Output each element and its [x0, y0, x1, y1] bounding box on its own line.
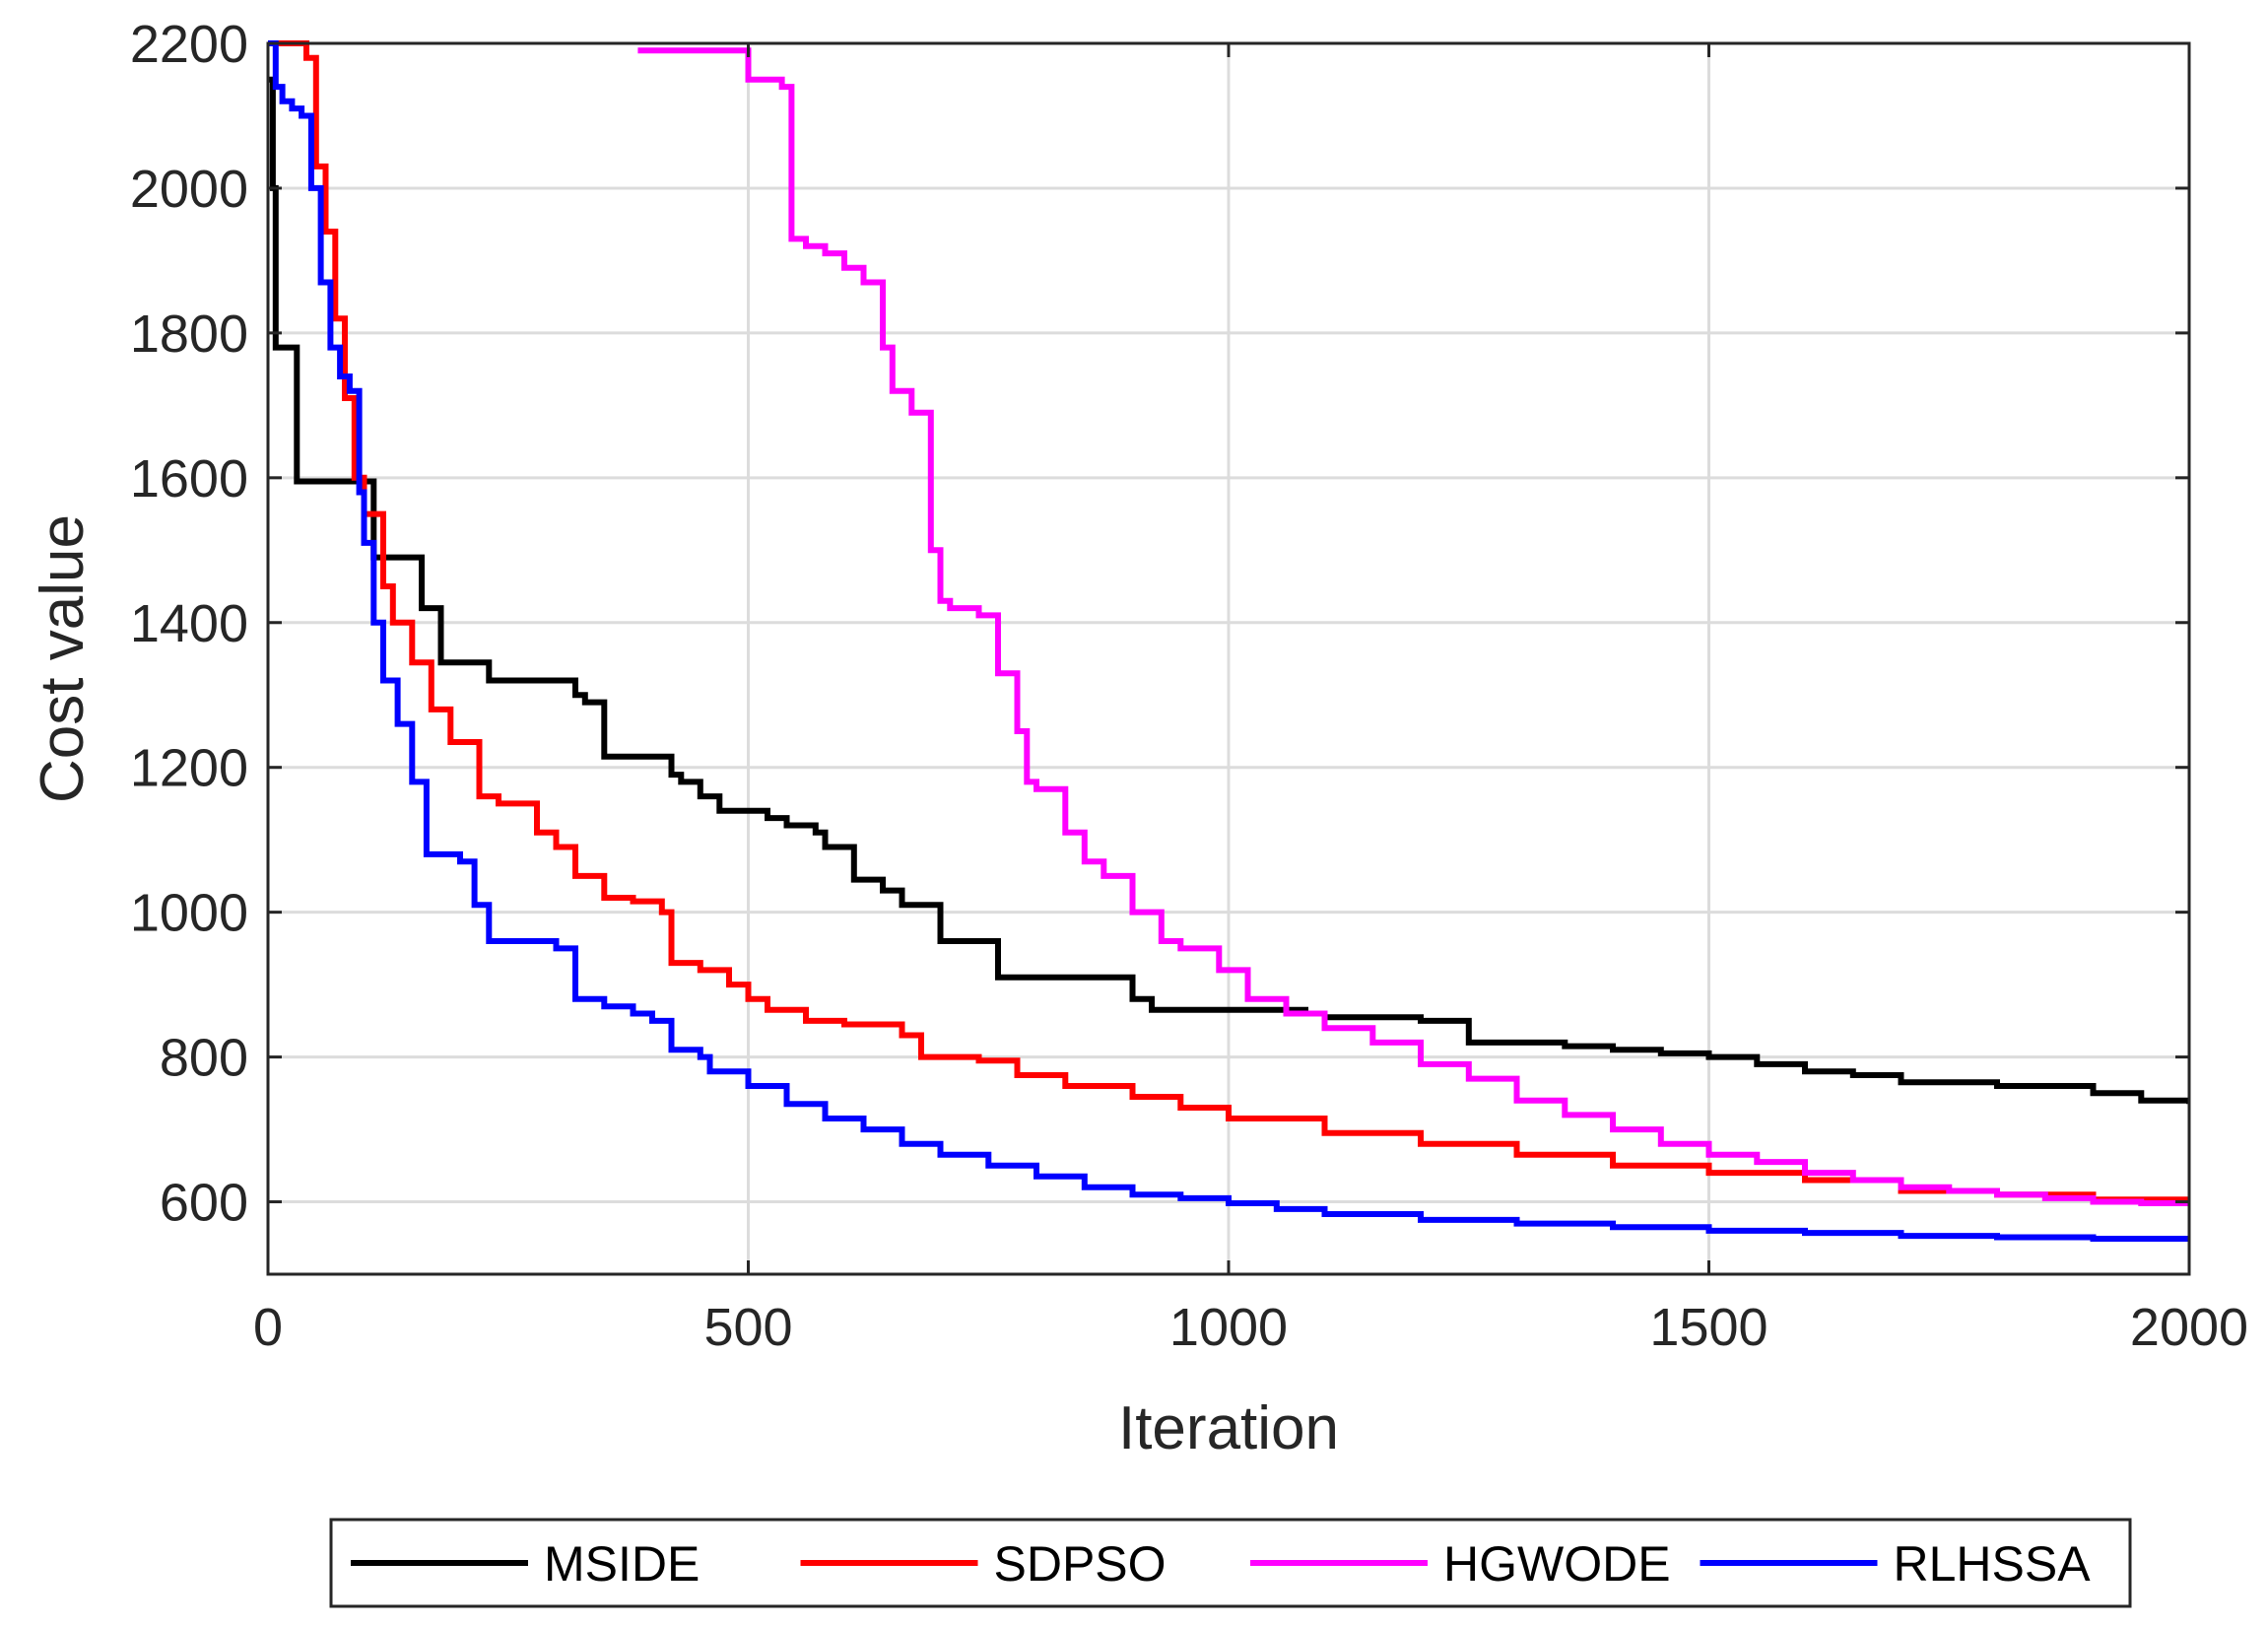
series-line-rlhssa — [268, 40, 2189, 1242]
y-tick-label: 1400 — [130, 594, 248, 653]
series-line-mside — [268, 76, 2189, 1105]
y-tick-label: 1800 — [130, 305, 248, 364]
x-tick-label: 1500 — [1649, 1298, 1768, 1357]
y-tick-label: 1000 — [130, 884, 248, 943]
grid-lines — [266, 41, 2191, 1274]
y-tick-label: 800 — [160, 1029, 248, 1088]
legend-label-mside: MSIDE — [544, 1536, 700, 1592]
series-lines — [268, 40, 2189, 1242]
y-tick-label: 2000 — [130, 160, 248, 219]
x-tick-label: 0 — [253, 1298, 283, 1357]
y-tick-label: 1600 — [130, 449, 248, 508]
legend-label-rlhssa: RLHSSA — [1894, 1536, 2092, 1592]
legend-label-hgwode: HGWODE — [1443, 1536, 1671, 1592]
series-line-hgwode — [637, 47, 2189, 1206]
x-axis-title: Iteration — [1118, 1394, 1339, 1462]
y-tick-label: 2200 — [130, 15, 248, 74]
x-tick-label: 2000 — [2130, 1298, 2248, 1357]
legend: MSIDE SDPSO HGWODE RLHSSA — [329, 1518, 2132, 1608]
y-tick-label: 1200 — [130, 739, 248, 798]
y-tick-label: 600 — [160, 1174, 248, 1233]
x-tick-label: 500 — [703, 1298, 792, 1357]
legend-label-sdpso: SDPSO — [994, 1536, 1167, 1592]
y-axis-title: Cost value — [29, 514, 97, 803]
x-tick-label: 1000 — [1169, 1298, 1288, 1357]
axis-ticks: 0 500 1000 1500 2000 600 800 1000 1200 1400 1600 18… — [130, 15, 2248, 1357]
